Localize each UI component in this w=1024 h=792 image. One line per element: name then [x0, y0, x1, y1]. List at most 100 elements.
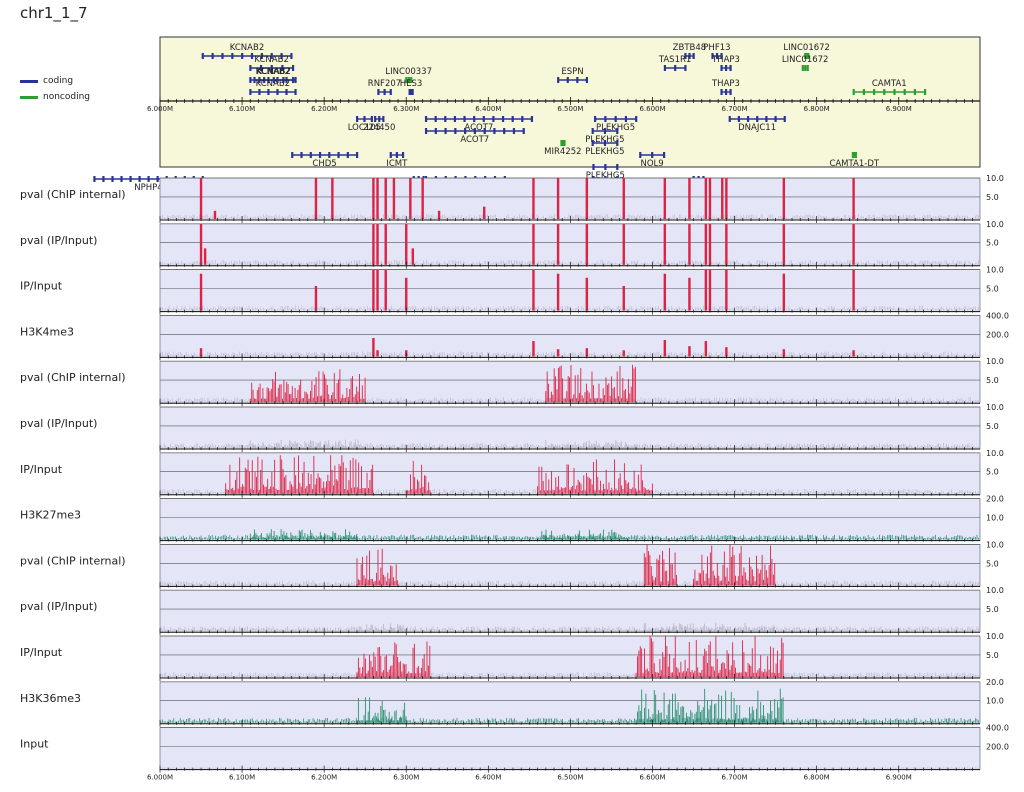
signal-peak-bar	[405, 223, 408, 265]
gene-label: KCNAB2	[256, 67, 290, 77]
gene-exon-block	[924, 89, 927, 95]
gene-exon-block	[282, 77, 285, 83]
signal-peak-bar	[532, 341, 535, 357]
gene-axis-tick-label: 6.600M	[639, 105, 665, 113]
signal-peak-bar	[203, 248, 207, 265]
gene-exon-block	[294, 77, 297, 83]
gene-exon-block	[566, 77, 569, 83]
gene-exon-block	[363, 116, 366, 122]
signal-peak-bar	[372, 223, 375, 265]
gene-exon-block	[382, 116, 385, 122]
gene-exon-block	[389, 89, 392, 95]
signal-peak-bar	[585, 178, 589, 219]
signal-peak-bar	[663, 223, 667, 265]
gene-exon-block	[294, 89, 297, 95]
track-y-tick-label: 10.0	[986, 174, 1004, 183]
gene-exon-block	[482, 116, 485, 122]
legend-item-coding: coding	[20, 76, 73, 86]
signal-peak-bar	[384, 178, 387, 219]
gene-label: TAS1R1	[658, 55, 691, 65]
gene-exon-block	[328, 152, 331, 158]
gene-exon-block	[854, 152, 857, 158]
gene-exon-block	[464, 128, 467, 134]
signal-peak-bar	[663, 273, 667, 311]
gene-axis-tick-label: 6.100M	[229, 105, 255, 113]
signal-peak-bar	[622, 286, 625, 311]
gene-exon-block	[411, 89, 414, 95]
gene-exon-block	[728, 116, 731, 122]
gene-exon-block	[801, 65, 804, 71]
gene-exon-block	[720, 53, 723, 59]
track-y-tick-label: 5.0	[986, 285, 999, 294]
signal-peak-bar	[663, 340, 667, 357]
gene-exon-block	[253, 77, 256, 83]
gene-exon-block	[249, 89, 252, 95]
gene-label: NOL9	[640, 159, 663, 169]
signal-peak-bar	[532, 269, 535, 311]
gene-exon-block	[639, 152, 642, 158]
signal-peak-bar	[852, 350, 855, 357]
gene-exon-block	[684, 53, 687, 59]
gene-exon-block	[355, 152, 359, 158]
legend-label-coding: coding	[43, 76, 73, 86]
signal-peak-bar	[199, 273, 203, 311]
gene-exon-block	[231, 53, 234, 59]
gene-exon-block	[585, 77, 589, 83]
signal-peak-bar	[405, 350, 408, 357]
gene-exon-block	[444, 128, 447, 134]
gene-exon-block	[883, 89, 886, 95]
signal-peak-bar	[725, 347, 728, 357]
gene-exon-block	[410, 89, 413, 95]
gene-exon-block	[616, 164, 619, 170]
track-y-tick-label: 10.0	[986, 357, 1004, 366]
gene-exon-block	[272, 77, 275, 83]
track-y-tick-label: 5.0	[986, 193, 999, 202]
track-label: pval (IP/Input)	[20, 234, 97, 247]
gene-exon-block	[614, 116, 617, 122]
signal-peak-bar	[372, 178, 375, 219]
gene-label: RNF207	[368, 79, 401, 89]
gene-exon-block	[616, 128, 619, 134]
gene-exon-block	[893, 89, 896, 95]
signal-peak-bar	[688, 178, 691, 219]
signal-peak-bar	[725, 223, 728, 265]
gene-exon-block	[805, 53, 808, 59]
signal-peak-bar	[556, 223, 560, 265]
legend-swatch-coding	[20, 79, 38, 83]
page-title: chr1_1_7	[20, 4, 88, 22]
gene-exon-block	[530, 116, 534, 122]
gene-exon-block	[473, 128, 476, 134]
gene-exon-block	[290, 53, 293, 59]
gene-exon-block	[765, 116, 768, 122]
signal-peak-bar	[708, 269, 712, 311]
gene-exon-block	[260, 53, 263, 59]
gene-exon-block	[720, 65, 723, 71]
gene-label: ZBTB48	[673, 43, 707, 53]
signal-peak-bar	[376, 269, 379, 311]
signal-peak-bar	[384, 269, 387, 311]
signal-peak-bar	[199, 348, 203, 357]
gene-exon-block	[138, 176, 141, 182]
track-background	[159, 406, 981, 450]
gene-exon-block	[604, 164, 607, 170]
gene-exon-block	[576, 77, 579, 83]
signal-peak-bar	[725, 178, 728, 219]
gene-exon-block	[737, 116, 741, 122]
track-label: pval (IP/Input)	[20, 417, 97, 430]
gene-exon-block	[377, 89, 380, 95]
signal-peak-bar	[384, 223, 387, 265]
signal-peak-bar	[556, 349, 560, 357]
legend-label-noncoding: noncoding	[43, 92, 90, 102]
gene-axis-tick-label: 6.000M	[147, 105, 173, 113]
gene-exon-block	[756, 116, 759, 122]
gene-label: THAP3	[711, 55, 740, 65]
gene-exon-block	[374, 116, 377, 122]
gene-exon-block	[111, 176, 114, 182]
gene-exon-block	[454, 128, 457, 134]
gene-exon-block	[563, 140, 566, 146]
gene-exon-block	[263, 77, 266, 83]
gene-exon-block	[370, 116, 373, 122]
gene-axis-tick-label: 6.500M	[557, 105, 583, 113]
gene-exon-block	[492, 116, 495, 122]
signal-peak-bar	[411, 248, 415, 265]
